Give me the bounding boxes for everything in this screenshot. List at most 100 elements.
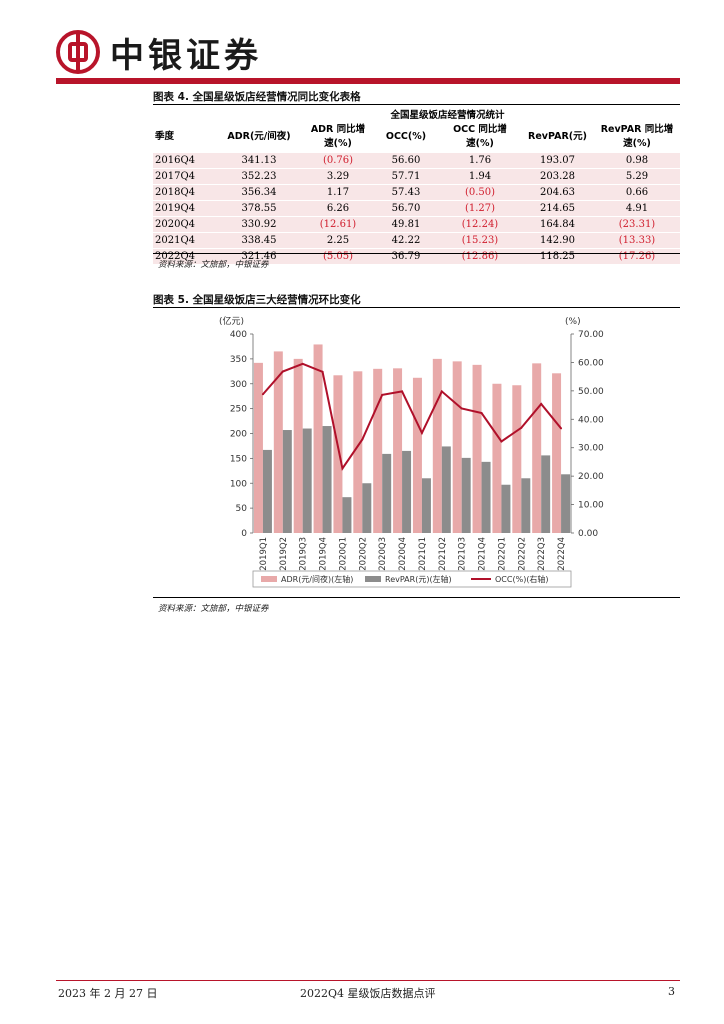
table-cell: 214.65 (521, 200, 594, 217)
table-cell: 330.92 (215, 216, 303, 233)
adr-bar (333, 375, 343, 533)
header-logo: 中银证券 (56, 30, 262, 76)
column-header: ADR 同比增 速(%) (310, 124, 366, 149)
table-cell: 3.29 (303, 168, 373, 185)
x-tick-label: 2022Q4 (557, 537, 567, 571)
table-cell: 56.60 (373, 152, 439, 169)
table-source: 资料来源：文旅部，中银证券 (158, 260, 269, 270)
occ-point (460, 407, 463, 410)
right-tick-label: 30.00 (578, 444, 604, 454)
table-cell: 356.34 (215, 184, 303, 201)
revpar-bar (421, 478, 431, 533)
occ-point (560, 427, 563, 430)
chart-source: 资料来源：文旅部，中银证券 (158, 604, 269, 614)
revpar-bar (561, 474, 571, 533)
left-tick-label: 350 (230, 355, 247, 365)
left-tick-label: 100 (230, 479, 247, 489)
adr-bar (253, 362, 263, 533)
column-header: OCC 同比增 速(%) (453, 124, 507, 149)
x-tick-label: 2019Q3 (299, 537, 309, 571)
occ-point (381, 393, 384, 396)
adr-bar (452, 361, 462, 533)
table-cell: 4.91 (594, 200, 681, 217)
table-cell: 0.66 (594, 184, 681, 201)
table-cell: 2.25 (303, 232, 373, 249)
table-bottom-rule (153, 253, 680, 254)
column-header: RevPAR(元) (528, 131, 587, 142)
revpar-bar (342, 497, 352, 533)
legend-label-revpar: RevPAR(元)(左轴) (385, 574, 452, 584)
row-quarter-cell: 2019Q4 (153, 200, 215, 217)
revpar-bar (262, 449, 272, 533)
table-cell: 0.98 (594, 152, 681, 169)
revpar-bar (302, 428, 312, 533)
table-top-rule (153, 104, 680, 105)
column-header: OCC(%) (385, 131, 427, 142)
adr-bar (412, 377, 422, 533)
adr-bar (313, 344, 323, 533)
revpar-bar (322, 426, 332, 533)
adr-bar (512, 385, 522, 533)
footer-doc-title: 2022Q4 星级饭店数据点评 (300, 987, 436, 1000)
left-tick-label: 50 (236, 504, 248, 514)
bank-logo-icon (56, 30, 100, 74)
legend-swatch-adr (261, 576, 277, 582)
table-cell: (12.61) (303, 216, 373, 233)
table-cell: 1.17 (303, 184, 373, 201)
group-header: 全国星级饭店经营情况统计 (390, 110, 505, 121)
table-title: 图表 4. 全国星级饭店经营情况同比变化表格 (153, 91, 361, 103)
table-row: 2022Q4 321.46 (5.05) 36.79 (12.86) 118.25 (17.… (153, 248, 681, 264)
table-cell: (13.33) (594, 232, 681, 249)
revpar-bar (461, 457, 471, 533)
occ-point (321, 370, 324, 373)
table-cell: 42.22 (373, 232, 439, 249)
occ-point (420, 431, 423, 434)
occ-point (361, 438, 364, 441)
revpar-bar (521, 478, 531, 533)
hotel-stats-table: 全国星级饭店经营情况统计 季度 ADR(元/间夜) ADR 同比增 速(%) OCC(%)… (153, 106, 681, 264)
right-tick-label: 50.00 (578, 387, 604, 397)
column-header: RevPAR 同比增 速(%) (600, 124, 674, 149)
adr-bar (353, 371, 363, 533)
occ-point (261, 393, 264, 396)
occ-point (301, 362, 304, 365)
footer-date: 2023 年 2 月 27 日 (58, 987, 158, 1000)
table-row: 2020Q4 330.92 (12.61) 49.81 (12.24) 164.84 (23… (153, 216, 681, 233)
table-cell: 321.46 (215, 248, 303, 264)
table-cell: 57.71 (373, 168, 439, 185)
x-tick-label: 2021Q4 (478, 537, 488, 571)
table-row: 2017Q4 352.23 3.29 57.71 1.94 203.28 5.29 (153, 168, 681, 185)
table-cell: 378.55 (215, 200, 303, 217)
table-cell: 203.28 (521, 168, 594, 185)
left-tick-label: 250 (230, 405, 247, 415)
adr-bar (552, 373, 562, 533)
table-cell: 5.29 (594, 168, 681, 185)
table-cell: (5.05) (303, 248, 373, 264)
table-row: 2019Q4 378.55 6.26 56.70 (1.27) 214.65 4.91 (153, 200, 681, 217)
table-cell: 164.84 (521, 216, 594, 233)
table-row: 2016Q4 341.13 (0.76) 56.60 1.76 193.07 0.98 (153, 152, 681, 169)
adr-bar (273, 351, 283, 533)
table-cell: 49.81 (373, 216, 439, 233)
x-tick-label: 2022Q2 (517, 537, 527, 571)
right-tick-label: 10.00 (578, 501, 604, 511)
table-cell: 338.45 (215, 232, 303, 249)
left-tick-label: 150 (230, 454, 247, 464)
table-cell: (17.26) (594, 248, 681, 264)
x-tick-label: 2019Q1 (259, 537, 269, 571)
column-header: ADR(元/间夜) (227, 131, 291, 142)
revpar-bar (481, 461, 491, 533)
occ-point (401, 390, 404, 393)
x-tick-label: 2021Q1 (418, 537, 428, 571)
row-quarter-cell: 2020Q4 (153, 216, 215, 233)
row-quarter-cell: 2017Q4 (153, 168, 215, 185)
table-header-row: 季度 ADR(元/间夜) ADR 同比增 速(%) OCC(%) OCC 同比增 速(%) R… (153, 122, 680, 153)
row-quarter-cell: 2021Q4 (153, 232, 215, 249)
table-cell: (0.76) (303, 152, 373, 169)
revpar-bar (282, 430, 292, 533)
x-tick-label: 2020Q1 (338, 537, 348, 571)
legend-box (252, 570, 572, 588)
table-cell: (15.23) (439, 232, 521, 249)
revpar-bar (362, 483, 372, 533)
table-cell: (0.50) (439, 184, 521, 201)
